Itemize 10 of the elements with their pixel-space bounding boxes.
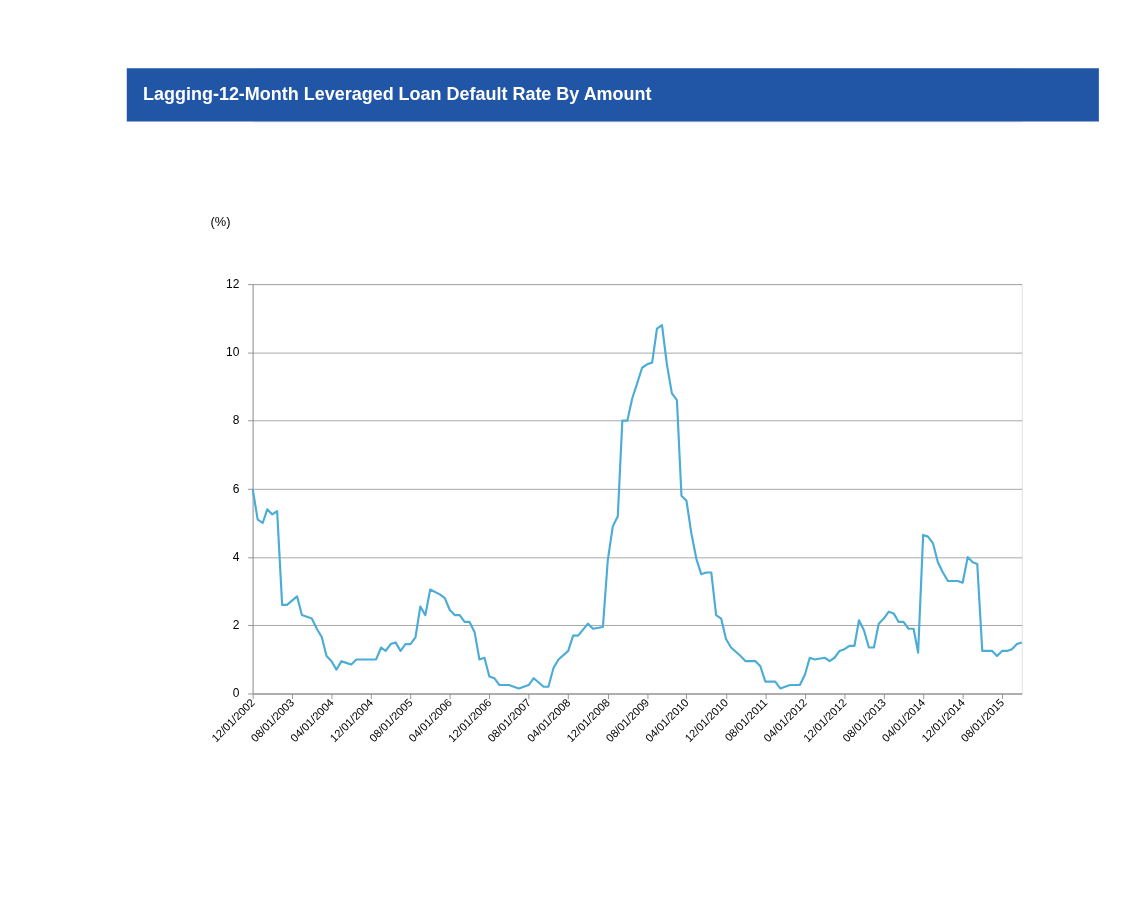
- y-axis-title: (%): [210, 214, 231, 230]
- y-tick-label: 4: [232, 549, 240, 564]
- line-series: [251, 324, 1023, 690]
- y-tick-label: 6: [232, 481, 240, 496]
- chart-title: Lagging-12-Month Leveraged Loan Default Rate By Amount: [143, 84, 652, 105]
- y-tick-label: 2: [232, 618, 240, 633]
- y-tick-label: 8: [232, 413, 240, 428]
- y-tick-label: 0: [232, 686, 240, 701]
- y-tick-label: 12: [226, 277, 240, 292]
- y-tick-label: 10: [226, 345, 240, 360]
